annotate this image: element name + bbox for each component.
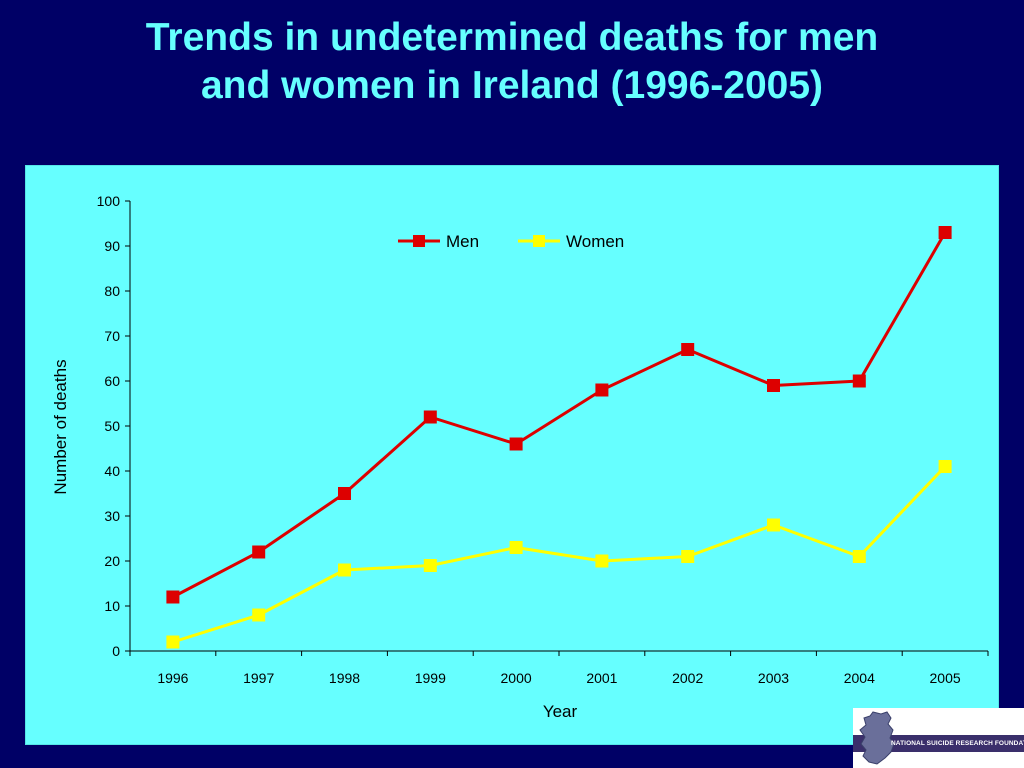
x-axis-title: Year bbox=[543, 702, 578, 721]
legend-label-men: Men bbox=[446, 232, 479, 251]
line-chart: 0 10 20 30 40 50 60 70 80 90 100 1996 1997 1998 1999 20… bbox=[51, 193, 989, 721]
y-tick-label: 70 bbox=[104, 328, 120, 344]
slide-title-line-1: Trends in undetermined deaths for men bbox=[145, 16, 879, 59]
data-point-men bbox=[938, 226, 952, 239]
data-point-men bbox=[852, 374, 866, 388]
y-axis-title: Number of deaths bbox=[51, 359, 70, 494]
x-tick-label: 1999 bbox=[415, 670, 446, 686]
y-tick-label: 40 bbox=[104, 463, 120, 479]
y-tick-label: 100 bbox=[97, 193, 121, 209]
x-tick-label: 2004 bbox=[844, 670, 875, 686]
slide-title: Trends in undetermined deaths for men an… bbox=[0, 14, 1024, 110]
series-line-men bbox=[172, 231, 947, 599]
legend: Men Women bbox=[398, 232, 624, 251]
x-tick-label: 2001 bbox=[586, 670, 617, 686]
axes: 0 10 20 30 40 50 60 70 80 90 100 1996 1997 1998 1999 20… bbox=[97, 193, 989, 686]
x-tick-label: 1998 bbox=[329, 670, 360, 686]
x-tick-label: 1996 bbox=[157, 670, 188, 686]
y-tick-label: 90 bbox=[104, 238, 120, 254]
data-point-women bbox=[166, 635, 180, 649]
slide-title-line-2: and women in Ireland (1996-2005) bbox=[200, 64, 824, 107]
y-tick-label: 30 bbox=[104, 508, 120, 524]
data-point-women bbox=[767, 518, 780, 532]
data-point-women bbox=[252, 608, 266, 622]
data-point-men bbox=[423, 410, 437, 424]
data-point-men bbox=[767, 379, 780, 392]
ireland-map-icon bbox=[859, 711, 895, 765]
data-point-women bbox=[681, 550, 695, 563]
x-tick-label: 2000 bbox=[501, 670, 532, 686]
series-line-women bbox=[172, 465, 947, 644]
data-point-women bbox=[938, 460, 952, 473]
data-point-women bbox=[423, 559, 437, 572]
data-point-women bbox=[338, 563, 351, 577]
series-men bbox=[166, 226, 952, 604]
data-point-men bbox=[595, 383, 609, 397]
nsrf-logo: NATIONAL SUICIDE RESEARCH FOUNDATION bbox=[853, 708, 1024, 768]
legend-item-men: Men bbox=[398, 232, 479, 251]
data-point-men bbox=[252, 545, 266, 559]
logo-band bbox=[853, 735, 1024, 752]
data-point-men bbox=[681, 343, 695, 356]
legend-marker-men bbox=[413, 235, 425, 247]
data-point-women bbox=[509, 541, 523, 554]
legend-marker-women bbox=[533, 235, 545, 247]
x-tick-label: 2005 bbox=[930, 670, 961, 686]
y-tick-label: 0 bbox=[112, 643, 120, 659]
x-tick-label: 1997 bbox=[243, 670, 274, 686]
series-layer bbox=[166, 226, 952, 649]
x-tick-label: 2002 bbox=[672, 670, 703, 686]
series-women bbox=[166, 460, 952, 649]
legend-item-women: Women bbox=[518, 232, 624, 251]
y-tick-label: 10 bbox=[104, 598, 120, 614]
x-tick-label: 2003 bbox=[758, 670, 789, 686]
y-tick-label: 50 bbox=[104, 418, 120, 434]
chart-panel: 0 10 20 30 40 50 60 70 80 90 100 1996 1997 1998 1999 20… bbox=[25, 165, 999, 745]
y-tick-label: 80 bbox=[104, 283, 120, 299]
logo-text: NATIONAL SUICIDE RESEARCH FOUNDATION bbox=[891, 740, 1024, 747]
data-point-women bbox=[595, 554, 609, 568]
data-point-men bbox=[166, 590, 180, 604]
data-point-men bbox=[509, 437, 523, 451]
y-tick-label: 60 bbox=[104, 373, 120, 389]
data-point-men bbox=[338, 487, 351, 500]
legend-label-women: Women bbox=[566, 232, 624, 251]
data-point-women bbox=[852, 550, 866, 563]
y-tick-label: 20 bbox=[104, 553, 120, 569]
